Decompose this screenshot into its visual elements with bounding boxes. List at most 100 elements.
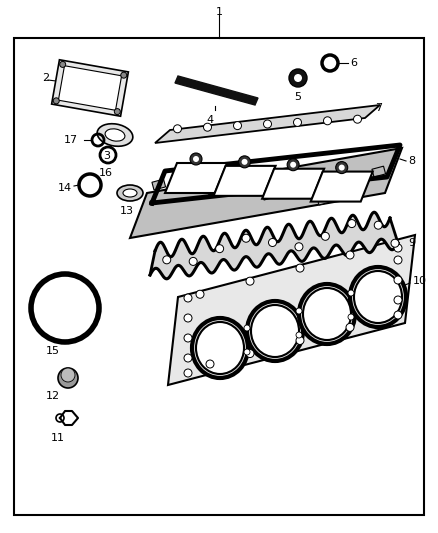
Text: 7: 7 — [375, 103, 382, 113]
Text: 8: 8 — [408, 156, 415, 166]
Circle shape — [336, 161, 348, 174]
Circle shape — [61, 368, 75, 382]
Text: 12: 12 — [46, 391, 60, 401]
Text: 13: 13 — [120, 206, 134, 216]
Circle shape — [114, 109, 120, 115]
Polygon shape — [58, 66, 122, 110]
Circle shape — [339, 165, 345, 171]
Polygon shape — [52, 60, 128, 116]
Circle shape — [60, 61, 66, 67]
Circle shape — [294, 74, 302, 82]
Circle shape — [394, 296, 402, 304]
Bar — [317, 194, 331, 205]
Circle shape — [184, 294, 192, 302]
Circle shape — [184, 314, 192, 322]
Circle shape — [184, 334, 192, 342]
Ellipse shape — [303, 288, 351, 340]
Ellipse shape — [105, 129, 125, 141]
Circle shape — [121, 72, 127, 78]
Polygon shape — [165, 163, 227, 193]
Text: 14: 14 — [58, 183, 72, 193]
Circle shape — [289, 69, 307, 87]
Polygon shape — [150, 212, 398, 279]
Bar — [207, 184, 221, 195]
Circle shape — [204, 123, 212, 131]
Circle shape — [244, 349, 250, 355]
Ellipse shape — [196, 322, 244, 374]
Bar — [152, 179, 166, 190]
Text: 1: 1 — [215, 7, 223, 17]
Circle shape — [348, 290, 354, 296]
Circle shape — [163, 256, 171, 264]
Circle shape — [391, 239, 399, 247]
Circle shape — [394, 256, 402, 264]
Text: 5: 5 — [294, 92, 301, 102]
Circle shape — [242, 234, 250, 242]
Polygon shape — [130, 148, 402, 238]
Polygon shape — [168, 235, 415, 385]
Bar — [262, 189, 276, 200]
Circle shape — [394, 244, 402, 252]
Circle shape — [394, 311, 402, 319]
Polygon shape — [155, 105, 380, 143]
Circle shape — [53, 98, 59, 104]
Polygon shape — [311, 172, 373, 201]
Text: 11: 11 — [51, 433, 65, 443]
Circle shape — [189, 257, 197, 265]
Polygon shape — [214, 166, 276, 196]
Circle shape — [196, 290, 204, 298]
Bar — [14, 38, 424, 515]
Text: 3: 3 — [103, 151, 110, 161]
Text: 9: 9 — [408, 238, 415, 248]
Circle shape — [353, 115, 361, 123]
Text: 6: 6 — [350, 58, 357, 68]
Ellipse shape — [354, 271, 402, 323]
Circle shape — [58, 368, 78, 388]
Circle shape — [184, 369, 192, 377]
Ellipse shape — [123, 189, 137, 197]
Text: 15: 15 — [46, 346, 60, 356]
Circle shape — [296, 308, 302, 314]
Circle shape — [348, 220, 356, 228]
Circle shape — [190, 153, 202, 165]
Circle shape — [206, 360, 214, 368]
Circle shape — [268, 238, 276, 246]
Circle shape — [293, 118, 301, 126]
Circle shape — [264, 120, 272, 128]
Circle shape — [296, 332, 302, 338]
Circle shape — [246, 350, 254, 358]
Text: 17: 17 — [64, 135, 78, 145]
Circle shape — [394, 276, 402, 284]
Text: 4: 4 — [206, 115, 214, 125]
Polygon shape — [175, 76, 258, 105]
Circle shape — [173, 125, 181, 133]
Ellipse shape — [299, 284, 355, 344]
Circle shape — [324, 117, 332, 125]
Circle shape — [244, 325, 250, 331]
Polygon shape — [262, 169, 324, 199]
Text: 16: 16 — [99, 168, 113, 178]
Circle shape — [321, 232, 329, 240]
Text: 10: 10 — [413, 276, 427, 286]
Text: 2: 2 — [42, 73, 49, 83]
Ellipse shape — [192, 318, 248, 378]
Circle shape — [246, 277, 254, 285]
Ellipse shape — [117, 185, 143, 201]
Ellipse shape — [247, 301, 303, 361]
Circle shape — [287, 159, 299, 171]
Ellipse shape — [97, 124, 133, 146]
Circle shape — [184, 354, 192, 362]
Circle shape — [193, 156, 199, 162]
Circle shape — [295, 243, 303, 251]
Ellipse shape — [350, 267, 406, 327]
Circle shape — [374, 221, 382, 229]
Bar — [372, 166, 385, 177]
Circle shape — [233, 122, 241, 130]
Circle shape — [242, 159, 247, 165]
Circle shape — [239, 156, 251, 168]
Circle shape — [346, 251, 354, 259]
Circle shape — [296, 336, 304, 344]
Circle shape — [296, 264, 304, 272]
Circle shape — [215, 245, 224, 253]
Circle shape — [346, 324, 354, 332]
